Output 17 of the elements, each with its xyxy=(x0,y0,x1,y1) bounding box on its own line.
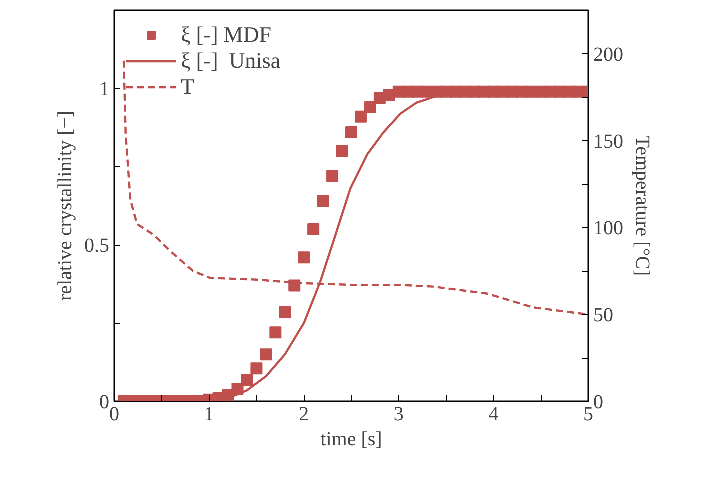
x-tick-label: 4 xyxy=(488,404,499,426)
legend-label: ξ [-] MDF xyxy=(181,22,272,48)
x-tick-label: 3 xyxy=(394,404,404,426)
x-tick-label: 2 xyxy=(299,404,310,426)
y2-tick-label: 100 xyxy=(594,218,624,240)
y2-axis-title: Temperature [°C] xyxy=(632,136,654,276)
x-axis-title: time [s] xyxy=(320,428,382,450)
y-tick-label: 0.5 xyxy=(84,235,110,258)
legend-label: T xyxy=(181,74,196,100)
y2-tick-label: 150 xyxy=(594,130,624,153)
y-tick-label: 1 xyxy=(100,78,110,101)
x-tick-label: 5 xyxy=(584,404,594,426)
y-axis-title: relative crystallinity [−] xyxy=(54,110,76,302)
y2-tick-label: 50 xyxy=(594,304,614,327)
legend-label: ξ [-] Unisa xyxy=(181,48,281,74)
x-tick-label: 1 xyxy=(204,404,214,426)
y2-tick-label: 200 xyxy=(594,44,624,66)
